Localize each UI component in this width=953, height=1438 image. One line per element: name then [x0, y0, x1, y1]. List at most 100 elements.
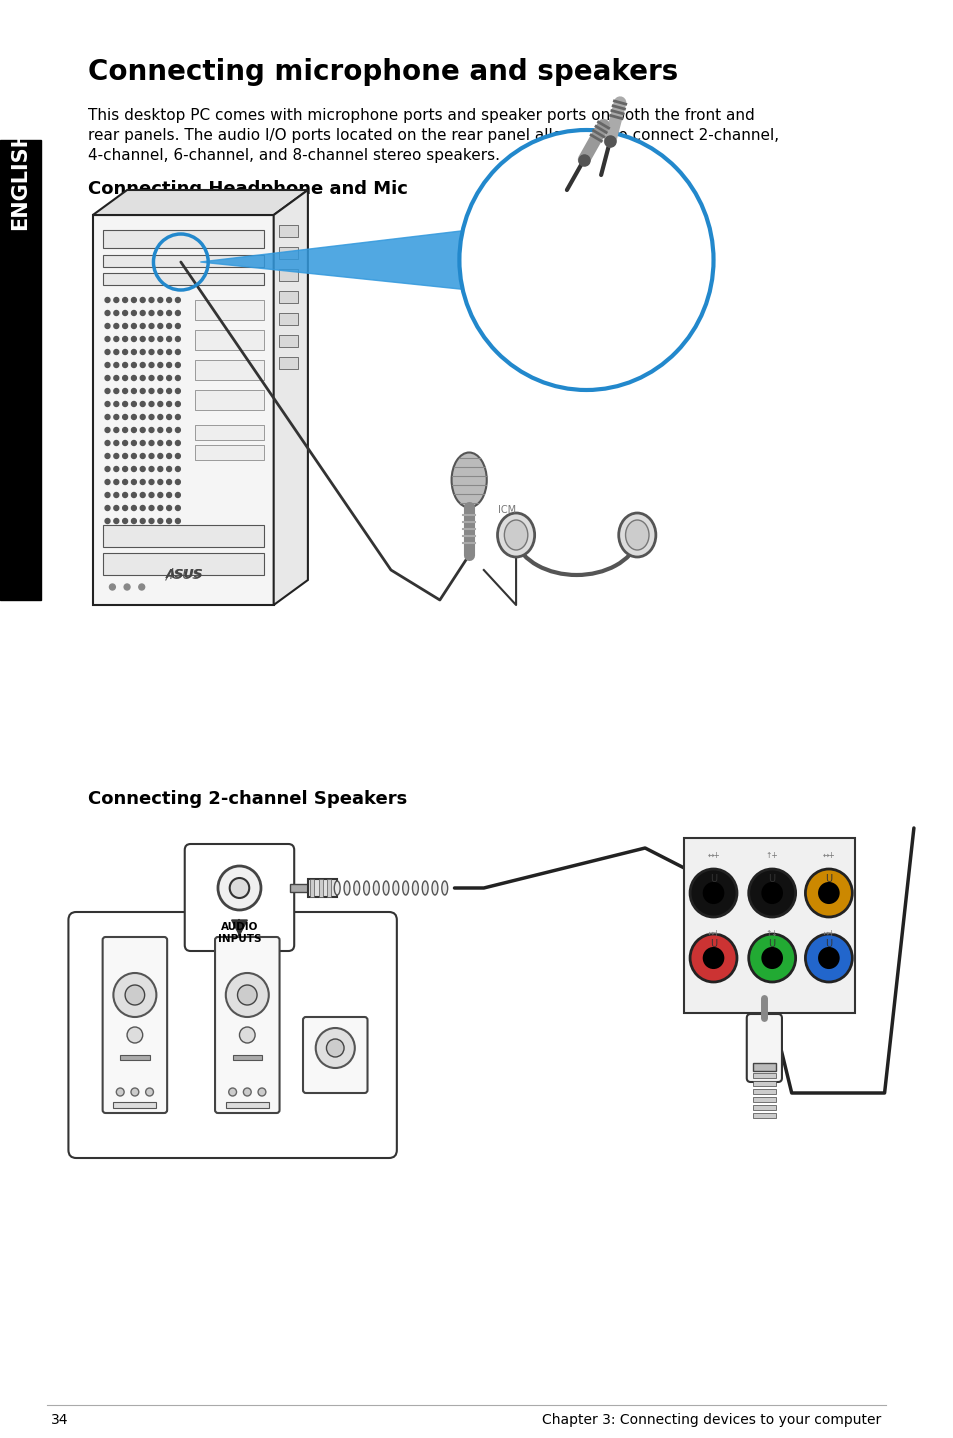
- Circle shape: [140, 453, 145, 459]
- Circle shape: [113, 336, 118, 341]
- Circle shape: [132, 298, 136, 302]
- Text: ENGLISH: ENGLISH: [10, 128, 30, 230]
- Circle shape: [149, 492, 153, 498]
- Circle shape: [149, 298, 153, 302]
- Circle shape: [167, 336, 172, 341]
- Circle shape: [689, 935, 737, 982]
- Circle shape: [175, 349, 180, 355]
- Circle shape: [113, 440, 118, 446]
- Polygon shape: [92, 190, 308, 216]
- Circle shape: [149, 349, 153, 355]
- Circle shape: [149, 479, 153, 485]
- Circle shape: [175, 401, 180, 407]
- Ellipse shape: [451, 453, 486, 508]
- Circle shape: [127, 1027, 143, 1043]
- Circle shape: [116, 1089, 124, 1096]
- Text: 34: 34: [51, 1414, 69, 1426]
- Circle shape: [175, 427, 180, 433]
- Circle shape: [113, 479, 118, 485]
- Text: ↔+: ↔+: [821, 851, 835, 860]
- Text: /lSUS: /lSUS: [165, 568, 201, 582]
- Bar: [278, 290, 297, 303]
- Bar: [195, 426, 264, 440]
- Circle shape: [167, 453, 172, 459]
- Circle shape: [105, 414, 110, 420]
- Bar: [278, 224, 297, 237]
- Circle shape: [123, 336, 128, 341]
- Circle shape: [105, 519, 110, 523]
- Circle shape: [217, 866, 261, 910]
- Circle shape: [157, 466, 163, 472]
- Bar: [278, 313, 297, 325]
- Circle shape: [132, 388, 136, 394]
- Circle shape: [149, 466, 153, 472]
- Circle shape: [175, 506, 180, 510]
- Circle shape: [140, 401, 145, 407]
- Bar: [195, 301, 264, 321]
- Circle shape: [167, 440, 172, 446]
- Circle shape: [140, 311, 145, 315]
- Circle shape: [761, 948, 781, 968]
- Circle shape: [123, 311, 128, 315]
- Circle shape: [237, 985, 256, 1005]
- Circle shape: [149, 414, 153, 420]
- Bar: [113, 1102, 156, 1109]
- Circle shape: [459, 129, 713, 390]
- Circle shape: [113, 324, 118, 328]
- Circle shape: [175, 298, 180, 302]
- Circle shape: [157, 479, 163, 485]
- Ellipse shape: [441, 881, 447, 894]
- Bar: [278, 357, 297, 370]
- Circle shape: [123, 349, 128, 355]
- Text: AUDIO
INPUTS: AUDIO INPUTS: [217, 922, 261, 943]
- Circle shape: [157, 519, 163, 523]
- FancyBboxPatch shape: [69, 912, 396, 1158]
- Circle shape: [140, 349, 145, 355]
- Circle shape: [167, 427, 172, 433]
- Circle shape: [105, 375, 110, 381]
- Circle shape: [132, 375, 136, 381]
- Circle shape: [167, 388, 172, 394]
- Circle shape: [175, 414, 180, 420]
- Ellipse shape: [344, 881, 350, 894]
- Circle shape: [113, 506, 118, 510]
- Circle shape: [149, 388, 153, 394]
- Ellipse shape: [432, 881, 437, 894]
- Circle shape: [132, 401, 136, 407]
- Circle shape: [123, 453, 128, 459]
- Polygon shape: [200, 230, 469, 290]
- Circle shape: [157, 401, 163, 407]
- Circle shape: [113, 375, 118, 381]
- Circle shape: [105, 324, 110, 328]
- Circle shape: [132, 324, 136, 328]
- Text: U: U: [709, 874, 717, 884]
- Bar: [290, 884, 308, 892]
- Circle shape: [804, 869, 851, 917]
- Circle shape: [157, 298, 163, 302]
- Circle shape: [157, 506, 163, 510]
- Circle shape: [123, 375, 128, 381]
- Text: ↔+: ↔+: [821, 929, 835, 938]
- Circle shape: [157, 311, 163, 315]
- Ellipse shape: [383, 881, 389, 894]
- Circle shape: [175, 324, 180, 328]
- Circle shape: [132, 362, 136, 368]
- Circle shape: [175, 375, 180, 381]
- FancyBboxPatch shape: [214, 938, 279, 1113]
- Bar: [233, 1055, 262, 1060]
- Circle shape: [157, 336, 163, 341]
- Bar: [103, 554, 264, 575]
- Circle shape: [157, 427, 163, 433]
- Circle shape: [175, 388, 180, 394]
- Text: U: U: [768, 874, 775, 884]
- Ellipse shape: [402, 881, 408, 894]
- Circle shape: [149, 336, 153, 341]
- Text: Connecting 2-channel Speakers: Connecting 2-channel Speakers: [88, 789, 407, 808]
- Circle shape: [105, 298, 110, 302]
- Text: ASUS: ASUS: [166, 568, 203, 581]
- Circle shape: [175, 362, 180, 368]
- Circle shape: [123, 506, 128, 510]
- Circle shape: [132, 519, 136, 523]
- Circle shape: [315, 1028, 355, 1068]
- Circle shape: [110, 584, 115, 590]
